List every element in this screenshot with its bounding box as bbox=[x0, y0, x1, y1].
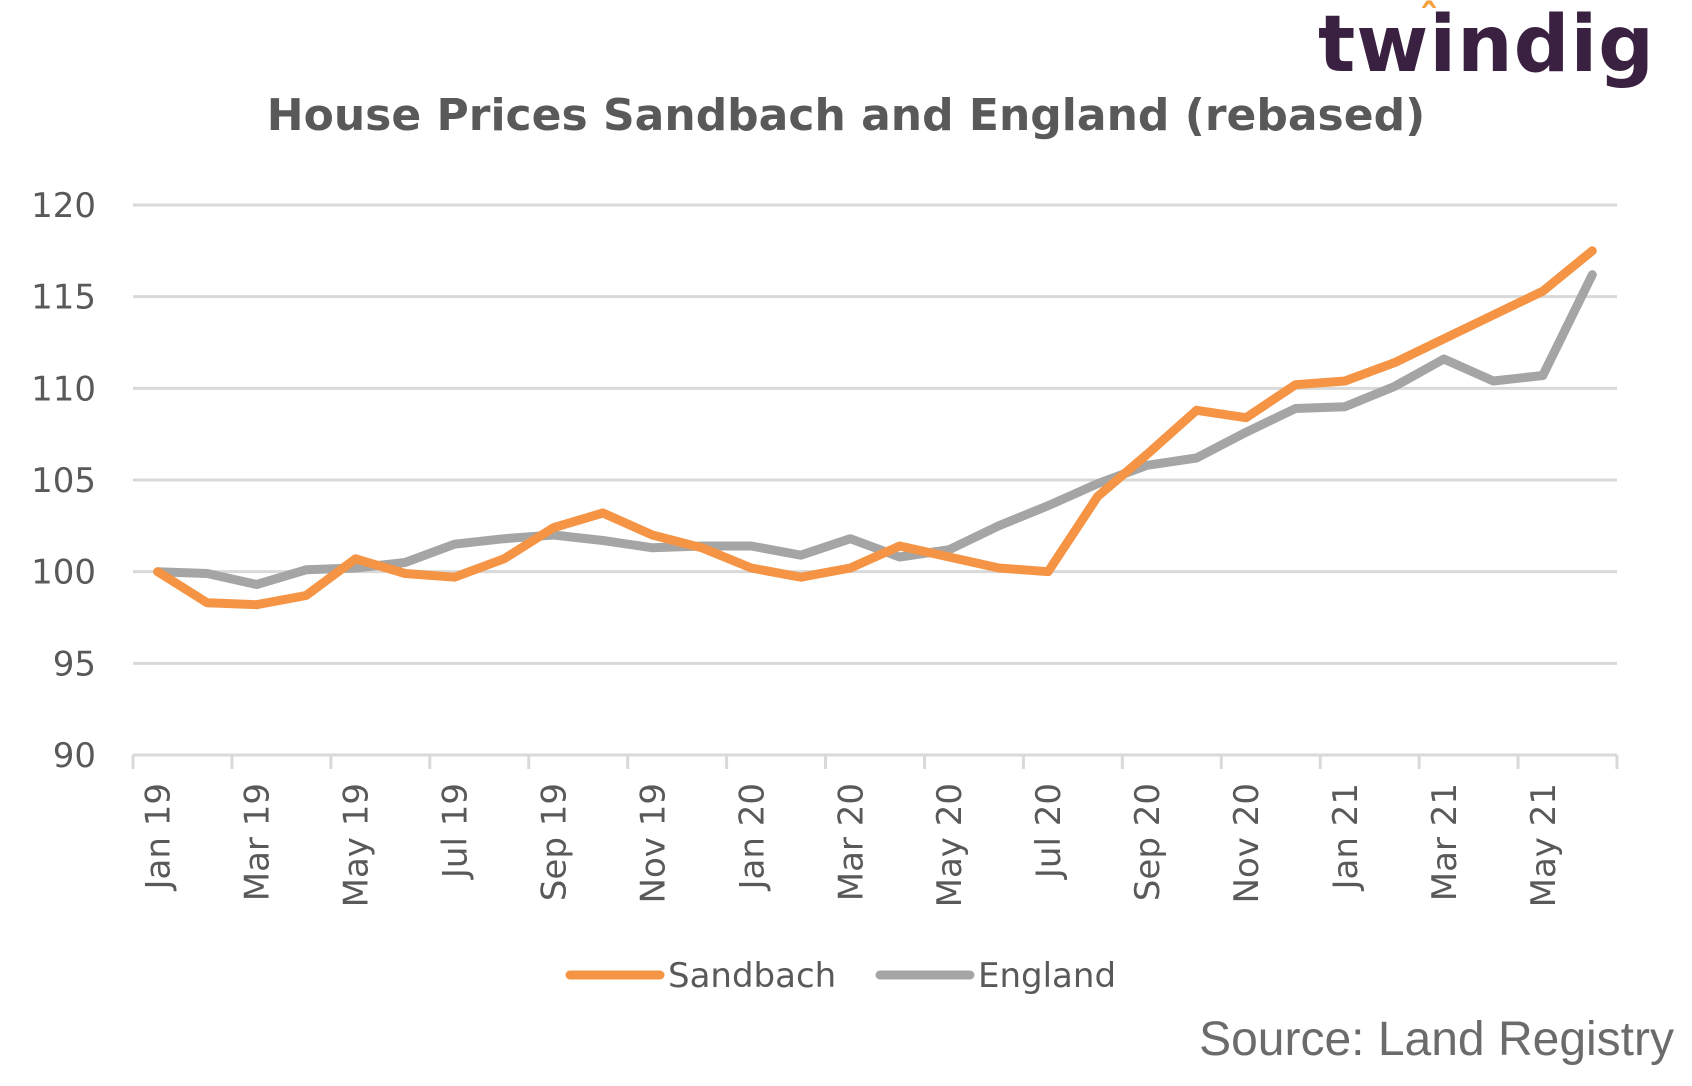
x-tick-label: Mar 20 bbox=[831, 783, 871, 901]
legend-label-england: England bbox=[978, 956, 1116, 996]
x-tick-label: Jan 21 bbox=[1326, 783, 1366, 891]
twindig-logo: twindig bbox=[1318, 0, 1656, 90]
y-axis-ticks: 90 95 100 105 110 115 120 bbox=[31, 186, 96, 776]
y-tick-label: 115 bbox=[31, 278, 96, 318]
y-tick-label: 100 bbox=[31, 553, 96, 593]
x-tick-label: May 20 bbox=[930, 783, 970, 907]
legend: Sandbach England bbox=[565, 956, 1116, 996]
legend-label-sandbach: Sandbach bbox=[668, 956, 836, 996]
x-tick-label: Nov 19 bbox=[633, 783, 673, 903]
chart-title: House Prices Sandbach and England (rebas… bbox=[267, 90, 1425, 141]
series-line-sandbach bbox=[153, 246, 1597, 610]
x-tick-label: May 21 bbox=[1524, 783, 1564, 907]
x-tick-label: Jan 20 bbox=[732, 783, 772, 891]
x-tick-label: Jul 20 bbox=[1029, 783, 1069, 880]
series-line-england bbox=[153, 270, 1597, 589]
x-tick-label: Jan 19 bbox=[139, 783, 179, 891]
logo-accent-icon: ˆ bbox=[1419, 0, 1439, 43]
x-tick-label: Nov 20 bbox=[1227, 783, 1267, 903]
y-tick-label: 105 bbox=[31, 461, 96, 501]
gridlines bbox=[133, 203, 1617, 665]
x-tick-label: May 19 bbox=[337, 783, 377, 907]
x-tick-label: Jul 19 bbox=[436, 783, 476, 880]
x-tick-label: Mar 21 bbox=[1425, 783, 1465, 901]
x-tick-label: Mar 19 bbox=[238, 783, 278, 901]
series-lines bbox=[153, 246, 1597, 610]
y-tick-label: 110 bbox=[31, 369, 96, 409]
y-tick-label: 90 bbox=[53, 736, 96, 776]
y-tick-label: 95 bbox=[53, 644, 96, 684]
source-note: Source: Land Registry bbox=[1199, 1013, 1674, 1066]
x-axis: Jan 19 Mar 19 May 19 Jul 19 Sep 19 Nov 19 Jan … bbox=[131, 753, 1619, 907]
x-tick-label: Sep 19 bbox=[534, 783, 574, 901]
y-tick-label: 120 bbox=[31, 186, 96, 226]
x-tick-label: Sep 20 bbox=[1128, 783, 1168, 901]
